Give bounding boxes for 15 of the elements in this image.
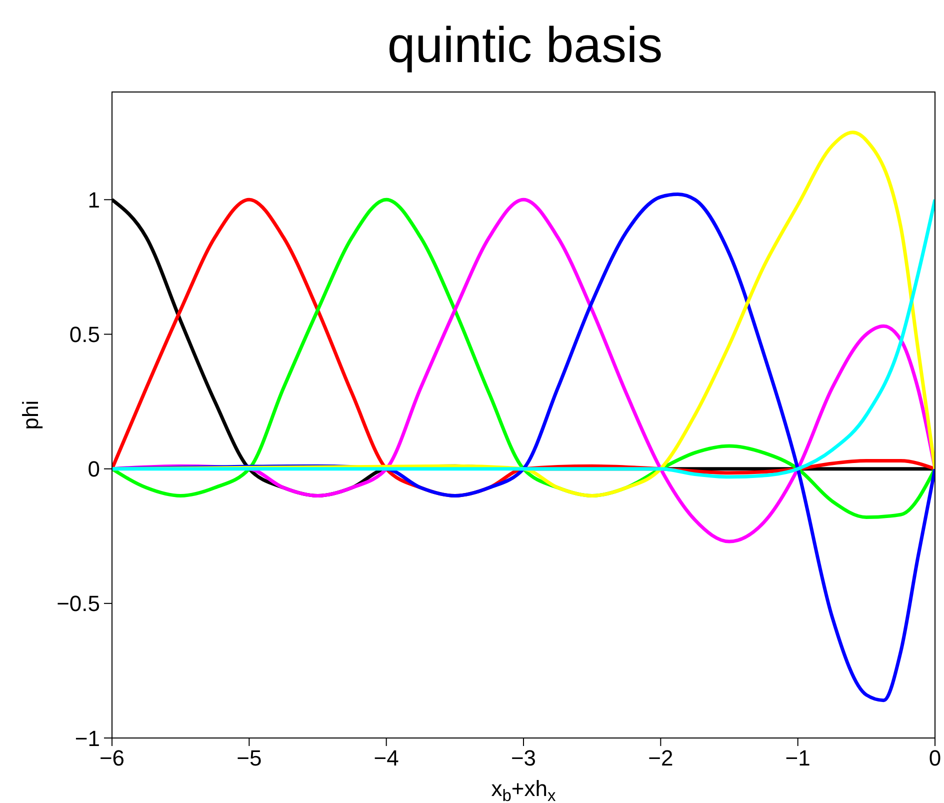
y-tick-label: 0	[88, 456, 100, 482]
x-tick-label: 0	[928, 746, 942, 771]
y-axis-title: phi	[18, 400, 43, 430]
x-tick-label: −1	[785, 746, 810, 771]
y-tick-label: −1	[74, 726, 100, 751]
x-axis-title: x$_{b}$+xh$_{x}$	[491, 776, 557, 803]
x-tick-label: −2	[648, 746, 674, 771]
x-tick-label: −5	[236, 746, 262, 771]
x-tick-label: −3	[510, 746, 536, 771]
y-tick-label: 0.5	[69, 322, 100, 348]
y-tick-label: −0.5	[56, 591, 100, 616]
x-tick-label: −6	[99, 746, 125, 771]
y-tick-label: 1	[88, 187, 100, 212]
chart-title: quintic basis	[387, 17, 663, 73]
x-tick-label: −4	[374, 746, 399, 771]
